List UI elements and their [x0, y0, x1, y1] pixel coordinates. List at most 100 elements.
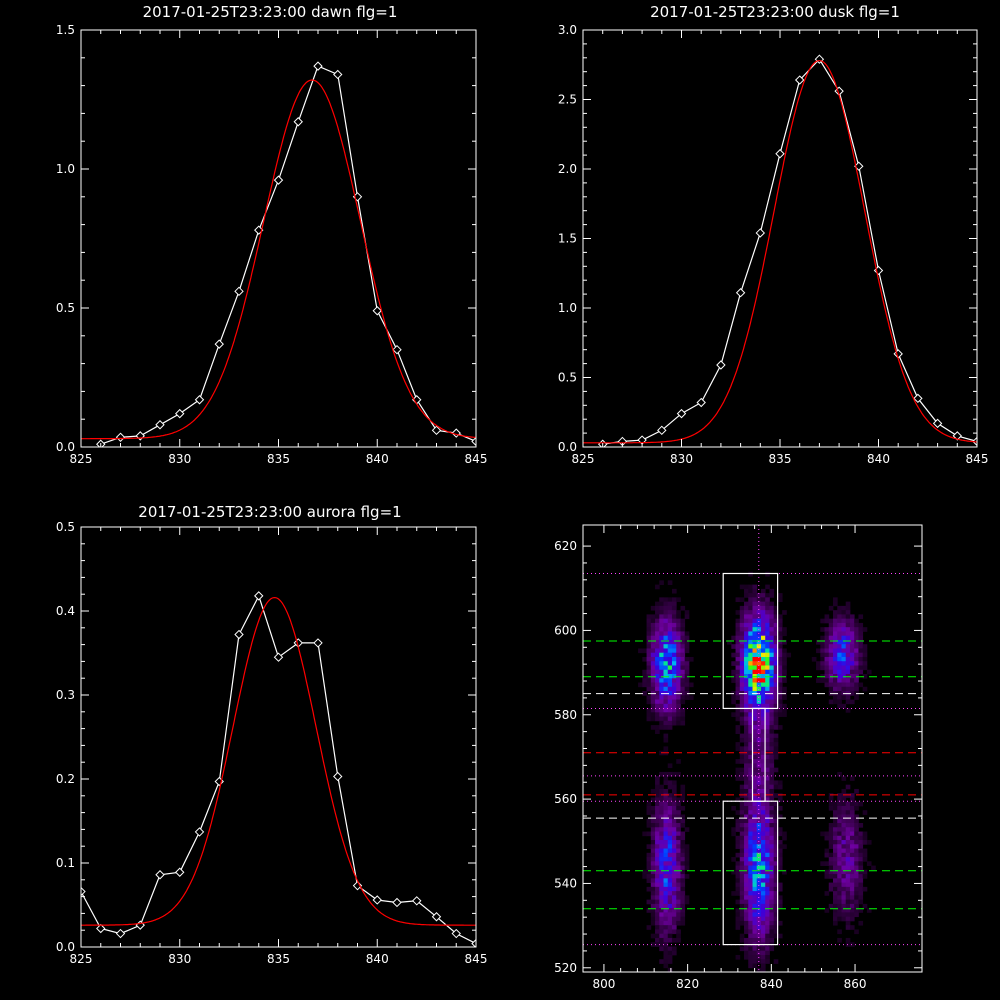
- heatmap-cell: [650, 912, 656, 918]
- heatmap-cell: [727, 639, 732, 645]
- heatmap-cell: [735, 869, 741, 875]
- heatmap-cell: [663, 699, 669, 705]
- heatmap-cell: [731, 869, 736, 875]
- y-tick-label: 560: [554, 792, 577, 806]
- heatmap-cell: [837, 891, 842, 896]
- heatmap-cell: [655, 669, 660, 675]
- heatmap-cell: [667, 763, 673, 769]
- heatmap-cell: [676, 635, 681, 641]
- heatmap-cell: [858, 682, 864, 688]
- heatmap-cell: [663, 895, 669, 901]
- heatmap-cell: [748, 763, 753, 769]
- heatmap-cell: [841, 622, 847, 628]
- heatmap-cell: [824, 644, 830, 649]
- heatmap-cell: [642, 682, 647, 688]
- heatmap-cell: [845, 852, 851, 858]
- heatmap-cell: [744, 908, 749, 913]
- heatmap-cell: [680, 674, 686, 679]
- heatmap-cell: [769, 682, 775, 688]
- heatmap-cell: [858, 920, 864, 926]
- heatmap-cell: [871, 865, 876, 871]
- heatmap-cell: [667, 874, 673, 879]
- heatmap-cell: [663, 669, 669, 675]
- heatmap-cell: [760, 814, 766, 820]
- heatmap-cell: [773, 622, 779, 628]
- heatmap-cell: [820, 639, 825, 645]
- heatmap-cell: [820, 627, 825, 632]
- heatmap-cell: [765, 725, 770, 730]
- heatmap-cell: [659, 912, 664, 918]
- heatmap-cell: [837, 686, 842, 692]
- heatmap-cell: [828, 886, 834, 892]
- heatmap-cell: [777, 840, 783, 845]
- heatmap-cell: [845, 614, 851, 620]
- heatmap-cell: [849, 925, 855, 930]
- heatmap-cell: [671, 937, 677, 943]
- heatmap-cell: [650, 788, 656, 794]
- heatmap-cell: [744, 588, 749, 594]
- heatmap-cell: [646, 631, 652, 637]
- heatmap-cell: [752, 610, 758, 615]
- heatmap-cell: [739, 682, 745, 688]
- heatmap-cell: [845, 878, 851, 883]
- heatmap-cell: [650, 716, 656, 722]
- heatmap-cell: [739, 627, 745, 632]
- heatmap-cell: [739, 848, 745, 854]
- heatmap-cell: [646, 831, 652, 837]
- heatmap-cell: [833, 814, 838, 820]
- heatmap-cell: [769, 605, 775, 611]
- heatmap-cell: [849, 827, 855, 832]
- heatmap-cell: [676, 652, 681, 658]
- heatmap-cell: [650, 627, 656, 632]
- heatmap-cell: [845, 618, 851, 624]
- heatmap-cell: [676, 682, 681, 688]
- heatmap-cell: [680, 844, 686, 849]
- heatmap-cell: [671, 771, 677, 777]
- heatmap-cell: [659, 886, 664, 892]
- heatmap-cell: [858, 639, 864, 645]
- heatmap-cell: [765, 601, 770, 607]
- gaussian-fit-line: [583, 59, 977, 444]
- heatmap-cell: [849, 622, 855, 628]
- heatmap-cell: [828, 827, 834, 832]
- heatmap-cell: [862, 857, 868, 862]
- heatmap-cell: [777, 784, 783, 790]
- heatmap-cell: [739, 886, 745, 892]
- heatmap-cell: [765, 605, 770, 611]
- heatmap-cell: [752, 597, 758, 603]
- heatmap-cell: [837, 861, 842, 866]
- heatmap-cell: [667, 605, 673, 611]
- heatmap-cell: [777, 852, 783, 858]
- heatmap-cell: [760, 840, 766, 845]
- heatmap-cell: [769, 929, 775, 935]
- heatmap-cell: [667, 622, 673, 628]
- heatmap-cell: [676, 882, 681, 888]
- heatmap-cell: [760, 776, 766, 781]
- heatmap-cell: [680, 861, 686, 866]
- heatmap-cell: [765, 742, 770, 747]
- heatmap-cell: [769, 780, 775, 786]
- heatmap-cell: [760, 878, 766, 883]
- data-point-diamond: [431, 425, 442, 436]
- heatmap-cell: [845, 916, 851, 922]
- heatmap-cell: [735, 746, 741, 752]
- heatmap-cell: [655, 601, 660, 607]
- heatmap-cell: [841, 818, 847, 824]
- data-point-diamond: [451, 928, 461, 939]
- heatmap-cell: [739, 699, 745, 705]
- heatmap-cell: [765, 878, 770, 883]
- heatmap-cell: [735, 844, 741, 849]
- heatmap-cell: [655, 784, 660, 790]
- heatmap-cell: [777, 703, 783, 709]
- data-point-diamond: [412, 896, 422, 906]
- heatmap-cell: [773, 861, 779, 866]
- heatmap-cell: [744, 861, 749, 866]
- heatmap-cell: [760, 835, 766, 841]
- heatmap-cell: [650, 686, 656, 692]
- heatmap-cell: [841, 805, 847, 811]
- heatmap-cell: [773, 648, 779, 654]
- heatmap-cell: [765, 631, 770, 637]
- heatmap-cell: [773, 903, 779, 909]
- data-point-diamond: [392, 344, 402, 355]
- heatmap-cell: [752, 784, 758, 790]
